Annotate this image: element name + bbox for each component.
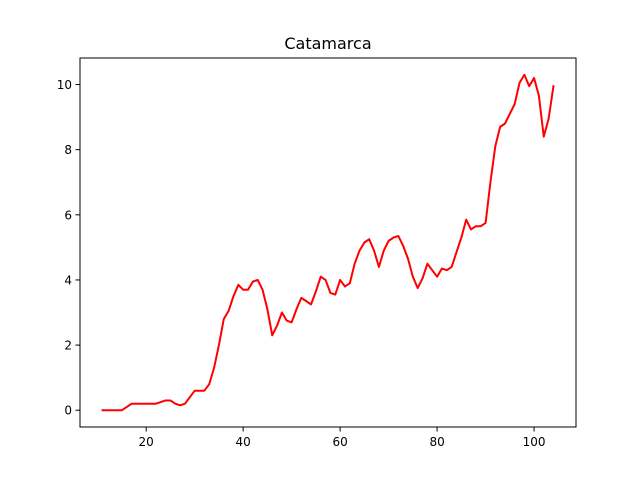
plot-frame [79, 57, 577, 428]
y-tick-label: 0 [64, 404, 72, 418]
series-line-0 [101, 73, 555, 412]
x-tick-label: 60 [332, 435, 347, 449]
chart-title: Catamarca [284, 34, 371, 53]
y-tick-label: 6 [64, 208, 72, 222]
y-tick-label: 4 [64, 273, 72, 287]
y-tick-label: 8 [64, 143, 72, 157]
x-tick-label: 20 [139, 435, 154, 449]
x-tick-label: 80 [429, 435, 444, 449]
axes-layer: 20 40 60 80 100 0 2 4 6 8 10 [57, 57, 577, 449]
x-tick-label: 40 [236, 435, 251, 449]
x-tick-label: 100 [523, 435, 546, 449]
series-layer [101, 73, 555, 412]
y-tick-label: 2 [64, 339, 72, 353]
y-tick-label: 10 [57, 78, 72, 92]
